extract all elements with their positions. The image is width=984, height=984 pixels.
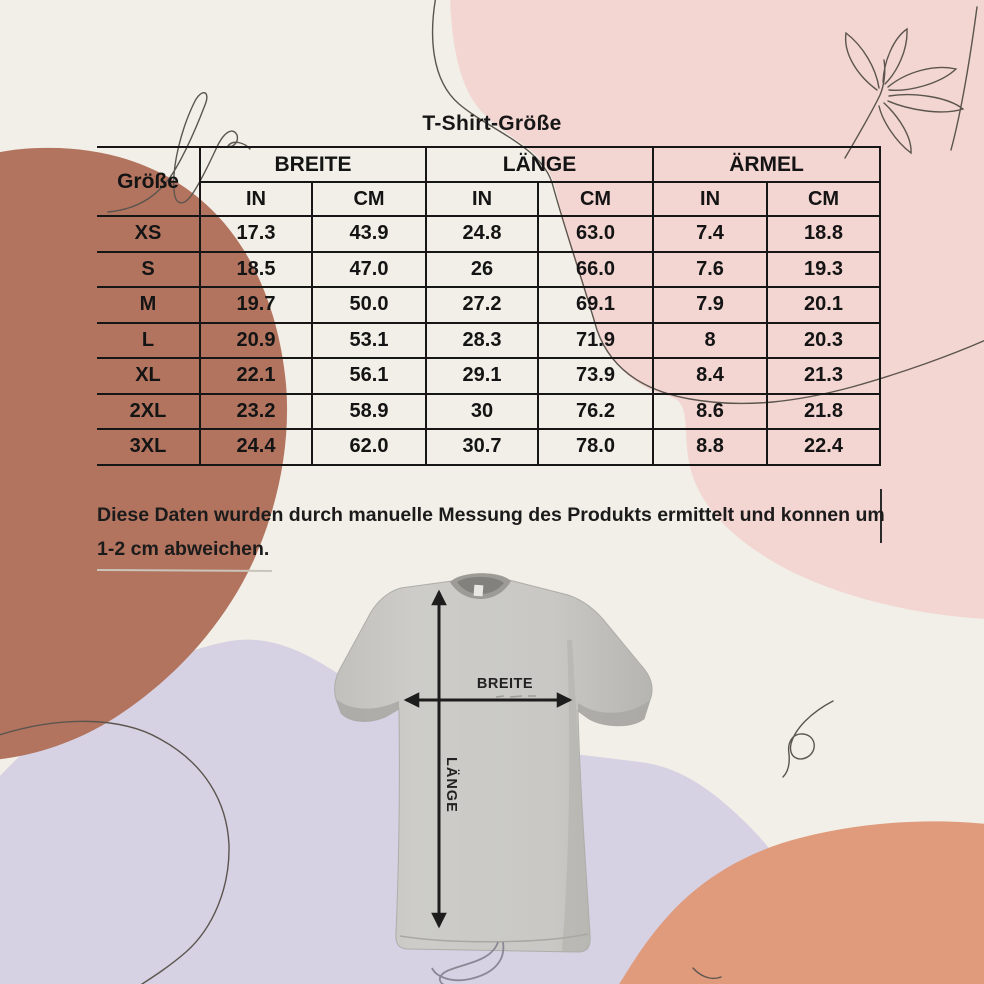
value-cell: 8: [652, 321, 769, 359]
size-cell: 2XL: [97, 392, 201, 430]
value-cell: 8.8: [652, 428, 769, 466]
edge-line: [950, 6, 978, 151]
value-cell: 66.0: [537, 250, 655, 288]
leaf-branch: [844, 27, 965, 159]
table-row: M 19.7 50.0 27.2 69.1 7.9 20.1: [97, 286, 882, 324]
length-arrow-label: LÄNGE: [443, 757, 459, 813]
value-cell: 19.7: [199, 286, 313, 324]
value-cell: 24.4: [199, 428, 313, 466]
curl-squiggle: [782, 700, 834, 778]
value-cell: 18.5: [199, 250, 313, 288]
table-row: 2XL 23.2 58.9 30 76.2 8.6 21.8: [97, 392, 882, 430]
table-row: XS 17.3 43.9 24.8 63.0 7.4 18.8: [97, 215, 882, 253]
value-cell: 21.8: [766, 392, 882, 430]
unit-header: IN: [425, 181, 540, 217]
value-cell: 17.3: [199, 215, 313, 253]
size-column-header: Größe: [97, 146, 201, 217]
value-cell: 30: [425, 392, 540, 430]
size-cell: M: [97, 286, 201, 324]
unit-header: IN: [652, 181, 769, 217]
size-chart-table: Größe BREITE LÄNGE ÄRMEL IN CM IN CM IN …: [97, 146, 882, 466]
unit-header: CM: [537, 181, 655, 217]
tshirt-diagram: [334, 573, 653, 984]
value-cell: 8.4: [652, 357, 769, 395]
value-cell: 28.3: [425, 321, 540, 359]
faint-underline: [96, 569, 273, 572]
salmon-blob: [619, 821, 984, 984]
group-header-laenge: LÄNGE: [425, 146, 655, 183]
table-row: S 18.5 47.0 26 66.0 7.6 19.3: [97, 250, 882, 288]
value-cell: 50.0: [310, 286, 428, 324]
value-cell: 29.1: [425, 357, 540, 395]
size-cell: L: [97, 321, 201, 359]
value-cell: 30.7: [425, 428, 540, 466]
value-cell: 22.4: [766, 428, 882, 466]
value-cell: 19.3: [766, 250, 882, 288]
width-arrow-label: BREITE: [476, 676, 534, 692]
table-row: XL 22.1 56.1 29.1 73.9 8.4 21.3: [97, 357, 882, 395]
value-cell: 18.8: [766, 215, 882, 253]
value-cell: 58.9: [310, 392, 428, 430]
size-cell: XS: [97, 215, 201, 253]
value-cell: 7.6: [652, 250, 769, 288]
value-cell: 7.4: [652, 215, 769, 253]
value-cell: 53.1: [310, 321, 428, 359]
unit-header: IN: [200, 181, 313, 217]
table-row: L 20.9 53.1 28.3 71.9 8 20.3: [97, 321, 882, 359]
value-cell: 24.8: [425, 215, 540, 253]
value-cell: 8.6: [652, 392, 769, 430]
value-cell: 21.3: [766, 357, 882, 395]
size-table-body: XS 17.3 43.9 24.8 63.0 7.4 18.8 S 18.5 47.0 26 66.0…: [97, 215, 882, 466]
unit-header: CM: [310, 181, 428, 217]
value-cell: 22.1: [199, 357, 313, 395]
value-cell: 27.2: [425, 286, 540, 324]
big-arc-line: [0, 720, 230, 984]
group-header-breite: BREITE: [198, 146, 428, 183]
value-cell: 20.1: [766, 286, 882, 324]
value-cell: 73.9: [537, 357, 655, 395]
value-cell: 23.2: [199, 392, 313, 430]
value-cell: 62.0: [310, 428, 428, 466]
page-title: T-Shirt-Größe: [422, 112, 562, 135]
group-header-aermel: ÄRMEL: [652, 146, 882, 183]
value-cell: 71.9: [537, 321, 655, 359]
value-cell: 43.9: [310, 215, 428, 253]
value-cell: 7.9: [652, 286, 769, 324]
table-row: 3XL 24.4 62.0 30.7 78.0 8.8 22.4: [97, 428, 882, 466]
small-squiggle: [692, 967, 722, 980]
value-cell: 26: [425, 250, 540, 288]
value-cell: 76.2: [537, 392, 655, 430]
size-cell: 3XL: [97, 428, 201, 466]
value-cell: 63.0: [537, 215, 655, 253]
value-cell: 78.0: [537, 428, 655, 466]
value-cell: 56.1: [310, 357, 428, 395]
unit-header: CM: [766, 181, 882, 217]
hem-thread: [431, 941, 505, 984]
value-cell: 69.1: [537, 286, 655, 324]
size-cell: XL: [97, 357, 201, 395]
measurement-note: Diese Daten wurden durch manuelle Messun…: [97, 504, 885, 560]
value-cell: 20.9: [199, 321, 313, 359]
size-cell: S: [97, 250, 201, 288]
value-cell: 47.0: [310, 250, 428, 288]
value-cell: 20.3: [766, 321, 882, 359]
